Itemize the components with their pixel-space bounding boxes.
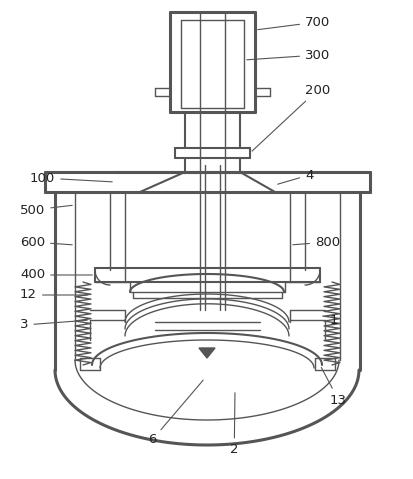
Text: 300: 300 [246, 48, 330, 61]
Text: 500: 500 [20, 204, 72, 217]
Text: 800: 800 [292, 236, 339, 249]
Text: 600: 600 [20, 236, 72, 249]
Text: 100: 100 [30, 171, 112, 184]
Text: 3: 3 [20, 319, 87, 331]
Text: 4: 4 [277, 169, 313, 184]
Text: 700: 700 [257, 15, 330, 30]
Text: 12: 12 [20, 288, 87, 301]
Text: 400: 400 [20, 269, 92, 282]
Text: 2: 2 [230, 393, 238, 456]
Text: 200: 200 [252, 83, 330, 151]
Text: 13: 13 [320, 367, 346, 407]
Text: 6: 6 [147, 380, 203, 446]
Text: 1: 1 [322, 313, 338, 327]
Polygon shape [199, 348, 214, 358]
